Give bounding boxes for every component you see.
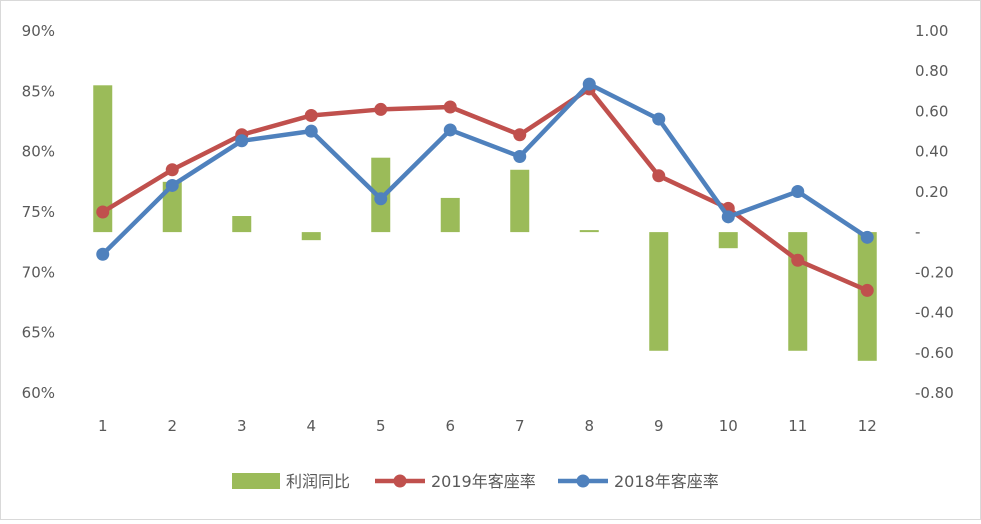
series-point-2019 bbox=[165, 163, 179, 177]
profit-yoy-bar bbox=[718, 232, 738, 249]
series-point-2018 bbox=[860, 230, 874, 244]
x-axis-tick-label: 12 bbox=[858, 417, 877, 435]
right-axis-tick-label: 0.40 bbox=[915, 143, 948, 161]
series-point-2018 bbox=[443, 123, 457, 137]
x-axis-tick-label: 10 bbox=[719, 417, 738, 435]
profit-yoy-bar bbox=[232, 216, 252, 233]
bar-series bbox=[93, 85, 877, 361]
series-point-2018 bbox=[304, 124, 318, 138]
right-axis-tick-label: 0.60 bbox=[915, 102, 948, 120]
profit-yoy-bar bbox=[579, 230, 599, 233]
x-axis-tick-label: 3 bbox=[237, 417, 247, 435]
series-point-2018 bbox=[165, 178, 179, 192]
series-point-2018 bbox=[374, 192, 388, 206]
left-axis-tick-label: 80% bbox=[22, 143, 55, 161]
series-line-2018 bbox=[100, 81, 870, 257]
left-axis-tick-label: 85% bbox=[22, 82, 55, 100]
series-point-2019 bbox=[791, 253, 805, 267]
x-axis-tick-label: 4 bbox=[306, 417, 316, 435]
right-axis-tick-label: 0.80 bbox=[915, 62, 948, 80]
series-point-2019 bbox=[304, 108, 318, 122]
legend-marker bbox=[393, 474, 407, 488]
legend-marker bbox=[576, 474, 590, 488]
series-line-2019 bbox=[100, 86, 870, 293]
series-point-2019 bbox=[860, 283, 874, 297]
right-axis-tick-label: - bbox=[915, 223, 920, 241]
left-axis-tick-label: 75% bbox=[22, 203, 55, 221]
x-axis-tick-label: 2 bbox=[167, 417, 177, 435]
series-point-2018 bbox=[582, 77, 596, 91]
left-axis-tick-label: 70% bbox=[22, 263, 55, 281]
left-axis-tick-label: 65% bbox=[22, 324, 55, 342]
x-axis-tick-label: 7 bbox=[515, 417, 525, 435]
right-axis-tick-label: -0.80 bbox=[915, 384, 954, 402]
series-point-2019 bbox=[96, 205, 110, 219]
series-point-2019 bbox=[513, 128, 527, 142]
series-point-2018 bbox=[235, 134, 249, 148]
profit-yoy-bar bbox=[301, 232, 321, 241]
left-axis-tick-label: 60% bbox=[22, 384, 55, 402]
profit-yoy-bar bbox=[649, 232, 669, 351]
legend: 利润同比 2019年客座率 2018年客座率 bbox=[232, 472, 719, 491]
x-axis-tick-label: 11 bbox=[788, 417, 807, 435]
x-axis: 1 2 3 4 5 6 7 8 9 10 11 12 bbox=[98, 417, 877, 435]
x-axis-tick-label: 5 bbox=[376, 417, 386, 435]
x-axis-tick-label: 1 bbox=[98, 417, 108, 435]
series-point-2019 bbox=[374, 102, 388, 116]
profit-yoy-bar bbox=[162, 181, 182, 233]
x-axis-tick-label: 9 bbox=[654, 417, 664, 435]
x-axis-tick-label: 8 bbox=[584, 417, 594, 435]
profit-yoy-bar bbox=[93, 85, 113, 233]
series-point-2019 bbox=[652, 169, 666, 183]
right-axis-tick-label: -0.60 bbox=[915, 344, 954, 362]
profit-yoy-bar bbox=[510, 169, 530, 233]
right-axis-tick-label: 0.20 bbox=[915, 183, 948, 201]
legend-bar-swatch bbox=[232, 473, 280, 489]
series-point-2018 bbox=[513, 149, 527, 163]
line-series-group bbox=[96, 77, 874, 297]
right-axis-tick-label: 1.00 bbox=[915, 22, 948, 40]
legend-label: 2018年客座率 bbox=[614, 472, 719, 491]
left-axis: 90% 85% 80% 75% 70% 65% 60% bbox=[22, 22, 55, 402]
series-point-2018 bbox=[652, 112, 666, 126]
series-point-2018 bbox=[721, 210, 735, 224]
right-axis-tick-label: -0.40 bbox=[915, 304, 954, 322]
series-point-2018 bbox=[96, 247, 110, 261]
left-axis-tick-label: 90% bbox=[22, 22, 55, 40]
series-point-2018 bbox=[791, 184, 805, 198]
profit-yoy-bar bbox=[788, 232, 808, 351]
right-axis-tick-label: -0.20 bbox=[915, 263, 954, 281]
x-axis-tick-label: 6 bbox=[445, 417, 455, 435]
series-point-2019 bbox=[443, 100, 457, 114]
legend-label: 2019年客座率 bbox=[431, 472, 536, 491]
right-axis: 1.00 0.80 0.60 0.40 0.20 - -0.20 -0.40 -0.60 -0.8… bbox=[915, 22, 954, 402]
profit-yoy-bar bbox=[440, 197, 460, 233]
legend-label: 利润同比 bbox=[286, 472, 350, 491]
